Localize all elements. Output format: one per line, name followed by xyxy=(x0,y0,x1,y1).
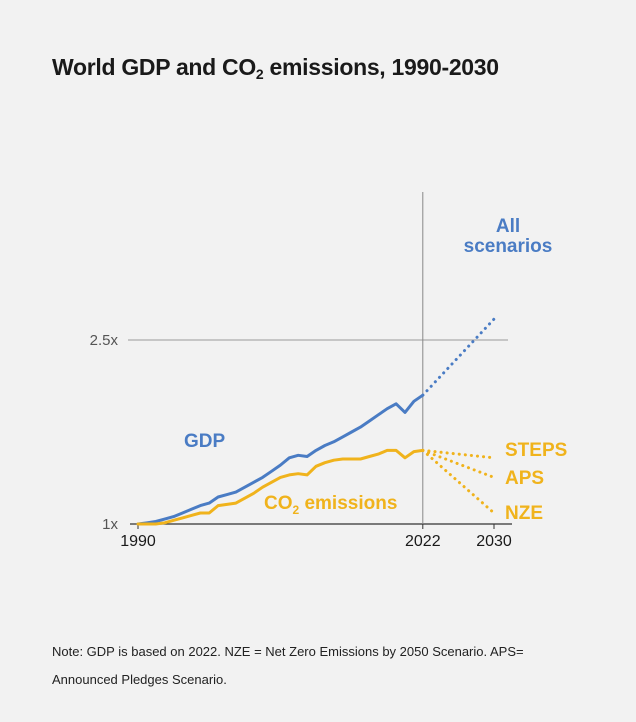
title-text-rest: emissions, 1990-2030 xyxy=(263,54,500,80)
chart-note: Note: GDP is based on 2022. NZE = Net Ze… xyxy=(52,644,524,687)
label-co2-main: CO xyxy=(264,493,293,514)
label-co2-rest: emissions xyxy=(299,493,397,514)
series-all-scenarios-line xyxy=(421,317,496,397)
y-tick-label-2.5x: 2.5x xyxy=(90,332,119,349)
label-steps: STEPS xyxy=(505,440,567,461)
title-text: World GDP and CO xyxy=(52,54,256,80)
label-layer: GDP CO2 emissions All scenarios STEPS AP… xyxy=(184,216,567,524)
series-steps-line xyxy=(421,448,496,460)
label-all-line1: All xyxy=(496,216,520,237)
series-co2-emissions-line xyxy=(136,448,425,526)
x-tick-label-2022: 2022 xyxy=(405,533,441,550)
label-gdp: GDP xyxy=(184,431,226,452)
label-all-line2: scenarios xyxy=(464,236,553,257)
label-co2-sub: 2 xyxy=(293,503,300,517)
y-tick-label-1x: 1x xyxy=(102,516,118,533)
series-nze-line xyxy=(421,448,496,515)
label-nze: NZE xyxy=(505,503,543,524)
label-co2-emissions: CO2 emissions xyxy=(264,493,397,517)
series-aps-line xyxy=(421,448,496,479)
gdp-co2-line-chart: 1x 2.5x 1990 2022 2030 GDP CO2 emissions All… xyxy=(90,192,567,550)
x-tick-label-2030: 2030 xyxy=(476,533,512,550)
grid-layer: 1x 2.5x 1990 2022 2030 xyxy=(90,192,512,550)
x-tick-label-1990: 1990 xyxy=(120,533,156,550)
series-layer xyxy=(136,317,496,526)
title-subscript: 2 xyxy=(255,66,264,82)
chart-title: World GDP and CO2 emissions, 1990-2030 xyxy=(52,54,499,82)
label-aps: APS xyxy=(505,468,544,489)
series-gdp-line xyxy=(136,393,425,526)
